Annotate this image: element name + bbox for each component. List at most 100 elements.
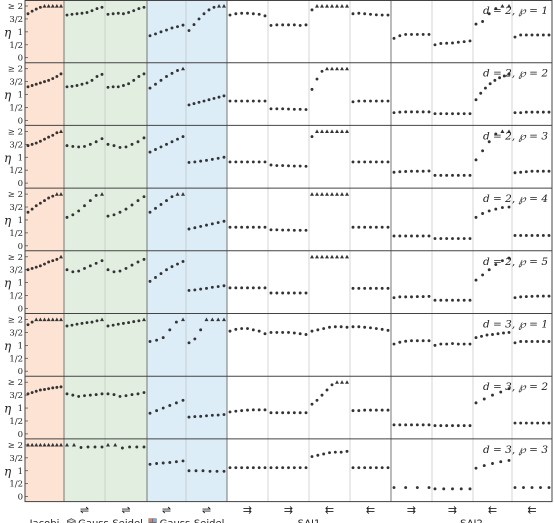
data-point	[240, 225, 244, 229]
data-point	[43, 137, 46, 141]
data-point	[494, 132, 498, 136]
data-point	[487, 268, 491, 272]
data-point	[112, 270, 116, 274]
data-point	[351, 409, 355, 413]
data-point	[112, 144, 116, 148]
data-point	[369, 99, 372, 103]
data-point-capped	[142, 317, 146, 322]
data-point	[80, 321, 84, 325]
data-point	[154, 276, 157, 279]
data-point	[55, 257, 59, 261]
data-point	[187, 415, 191, 419]
data-point	[216, 413, 220, 417]
y-tick-label: 1	[18, 341, 23, 351]
data-point	[524, 33, 528, 37]
data-point	[357, 286, 361, 290]
data-point	[310, 87, 314, 91]
data-point	[386, 99, 390, 103]
data-point	[330, 383, 334, 387]
data-point	[410, 423, 413, 427]
data-point	[433, 173, 437, 177]
data-point	[357, 225, 361, 229]
data-point-capped	[59, 254, 63, 259]
y-tick-label: 0	[18, 116, 23, 126]
data-point	[345, 325, 349, 329]
data-point	[94, 140, 98, 144]
data-point	[536, 234, 540, 237]
data-point	[392, 234, 396, 238]
data-point	[148, 340, 152, 343]
data-point	[106, 214, 110, 218]
data-point	[451, 487, 454, 491]
data-point	[410, 295, 413, 299]
data-point	[148, 34, 152, 38]
data-point	[65, 392, 69, 396]
data-point	[524, 170, 528, 174]
data-point	[124, 207, 128, 211]
data-point	[427, 32, 431, 36]
data-point	[216, 285, 220, 288]
data-point	[287, 466, 290, 470]
data-point	[298, 23, 302, 27]
data-point-capped	[38, 317, 43, 322]
data-point	[410, 234, 413, 238]
data-point	[155, 338, 159, 342]
data-point	[398, 110, 402, 114]
data-point	[451, 173, 454, 177]
data-point	[148, 86, 152, 90]
data-point	[536, 294, 540, 298]
data-point-capped	[340, 66, 344, 71]
data-point	[439, 298, 443, 302]
data-point-capped	[216, 317, 221, 322]
data-point	[71, 213, 75, 217]
data-point	[536, 169, 540, 173]
data-point-capped	[340, 192, 344, 196]
data-point	[240, 466, 244, 470]
data-point	[135, 445, 139, 449]
data-point	[304, 228, 308, 232]
data-point	[212, 5, 216, 9]
data-point	[217, 95, 221, 99]
data-point	[298, 107, 302, 111]
data-point-capped	[59, 192, 63, 196]
data-point	[357, 409, 361, 413]
data-point	[77, 269, 81, 273]
data-point	[170, 140, 174, 144]
data-point	[34, 265, 38, 269]
data-point	[386, 328, 390, 332]
data-point	[251, 408, 255, 412]
data-point	[474, 336, 478, 340]
data-point-capped	[38, 442, 43, 447]
grid-icon-cell	[152, 518, 157, 523]
data-point	[187, 103, 191, 107]
data-point	[269, 466, 273, 470]
data-point	[468, 487, 472, 491]
panel-label: d = 2, ℘ = 5	[483, 256, 548, 268]
data-point	[193, 337, 197, 341]
data-point	[263, 408, 267, 412]
data-point	[234, 409, 238, 413]
data-point	[415, 339, 419, 343]
data-point	[154, 206, 157, 210]
data-point	[316, 328, 320, 332]
data-point	[263, 466, 267, 470]
data-point	[451, 41, 454, 45]
data-point	[339, 450, 343, 454]
data-point	[541, 340, 545, 343]
y-tick-label: 0	[18, 367, 23, 377]
data-point	[304, 164, 308, 168]
data-point	[427, 486, 431, 490]
data-point	[513, 421, 517, 425]
data-point	[51, 133, 55, 137]
y-tick-label: ≥ 2	[8, 441, 23, 451]
data-point	[547, 110, 551, 114]
y-tick-label: 3/2	[9, 328, 23, 338]
data-point	[181, 135, 185, 139]
data-point	[142, 195, 146, 199]
data-point	[251, 286, 255, 290]
data-point-capped	[320, 254, 324, 259]
data-point	[481, 20, 485, 23]
data-point	[462, 424, 466, 428]
data-point-capped	[325, 129, 329, 133]
data-point	[43, 199, 46, 203]
